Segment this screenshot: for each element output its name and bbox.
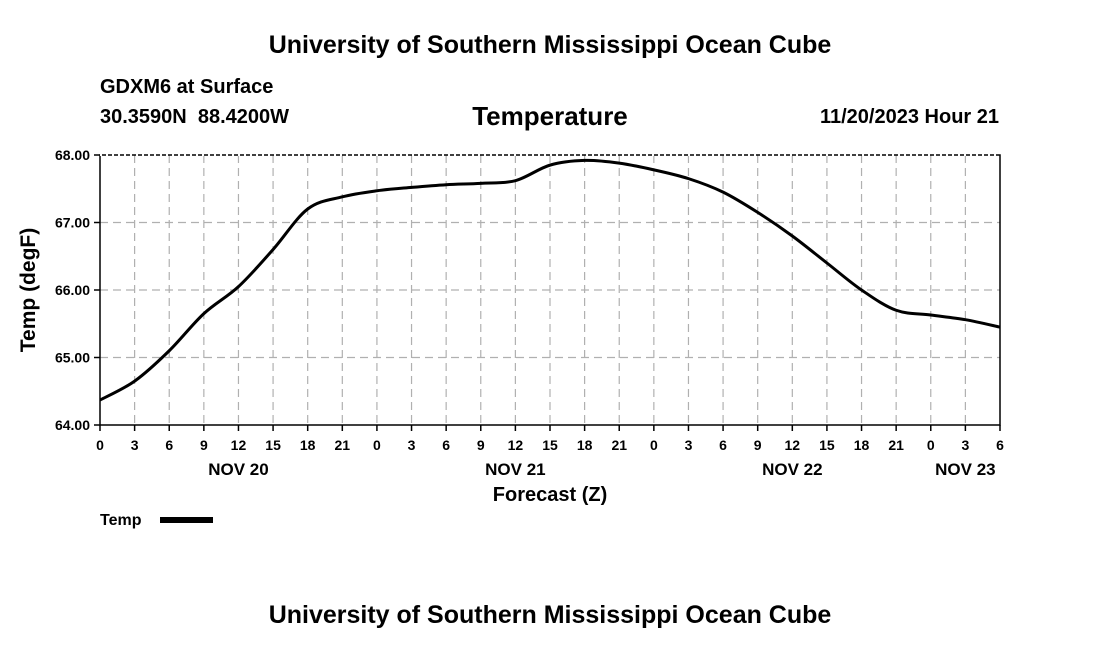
legend: Temp [100,512,213,529]
x-tick-label: 3 [131,437,139,453]
x-axis-label: Forecast (Z) [493,484,607,506]
x-tick-label: 18 [577,437,593,453]
x-tick-label: 6 [442,437,450,453]
x-day-label: NOV 21 [485,460,545,479]
y-tick-label: 67.00 [55,215,90,231]
x-tick-label: 6 [719,437,727,453]
top-title: University of Southern Mississippi Ocean… [268,31,832,59]
x-tick-label: 3 [408,437,416,453]
x-tick-label: 9 [477,437,485,453]
coordinates-label: 30.3590N 88.4200W [100,106,290,128]
y-tick-label: 65.00 [55,350,90,366]
y-tick-label: 66.00 [55,282,90,298]
x-tick-label: 6 [165,437,173,453]
x-tick-label: 18 [300,437,316,453]
y-tick-label: 64.00 [55,417,90,433]
x-tick-label: 15 [542,437,558,453]
x-day-label: NOV 22 [762,460,822,479]
x-day-label: NOV 20 [208,460,268,479]
x-tick-label: 3 [685,437,693,453]
x-tick-label: 21 [611,437,627,453]
x-tick-label: 12 [508,437,524,453]
x-axis: 0 3 6 9 12 15 18 21 0 3 6 9 12 15 18 21 0 3 6 9 12 15 18 21 0 3 6N… [96,425,1004,479]
x-day-label: NOV 23 [935,460,995,479]
legend-swatch [160,517,213,523]
y-axis-label: Temp (degF) [17,228,40,352]
x-tick-label: 12 [785,437,801,453]
x-tick-label: 0 [96,437,104,453]
x-tick-label: 15 [819,437,835,453]
x-tick-label: 3 [961,437,969,453]
series-layer [99,158,1001,402]
x-tick-label: 12 [231,437,247,453]
date-label: 11/20/2023 Hour 21 [819,106,999,128]
x-tick-label: 15 [265,437,281,453]
x-tick-label: 0 [373,437,381,453]
x-tick-label: 21 [335,437,351,453]
y-tick-label: 68.00 [55,147,90,163]
chart-title: Temperature [472,101,628,131]
x-tick-label: 21 [888,437,904,453]
x-tick-label: 0 [650,437,658,453]
x-tick-label: 18 [854,437,870,453]
grid-lines [100,155,1000,425]
y-axis: 64.00 65.00 66.00 67.00 68.00 [55,147,100,433]
x-tick-label: 6 [996,437,1004,453]
x-tick-label: 9 [754,437,762,453]
bottom-title: University of Southern Mississippi Ocean… [268,601,832,629]
x-tick-label: 0 [927,437,935,453]
legend-label: Temp [100,512,142,529]
station-label: GDXM6 at Surface [100,76,274,98]
x-tick-label: 9 [200,437,208,453]
